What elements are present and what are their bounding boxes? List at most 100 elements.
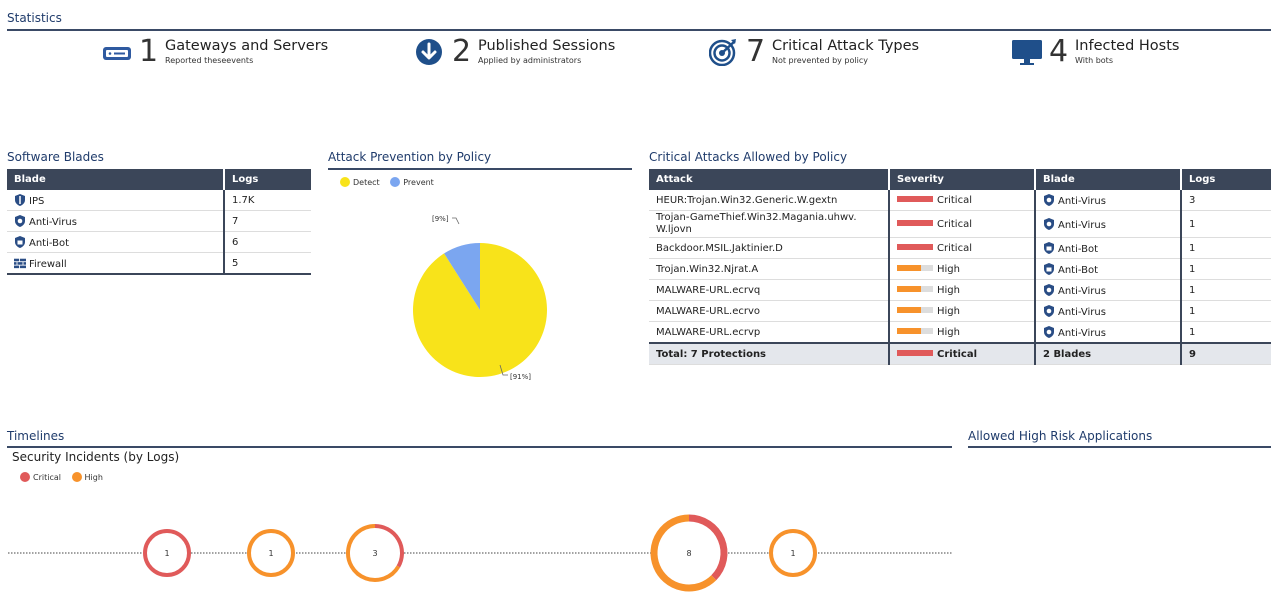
attack-name: MALWARE-URL.ecrvp — [656, 326, 761, 338]
attack-prevention-pie-chart: [9%] [91%] — [413, 215, 547, 381]
table-row[interactable]: Firewall 5 — [7, 252, 311, 275]
ips-shield-icon — [15, 193, 25, 206]
blade-name: Firewall — [29, 258, 67, 270]
timeline-bubble[interactable]: 1 — [247, 529, 295, 577]
severity-bar — [897, 243, 933, 250]
pie-slice-prevent[interactable] — [444, 243, 480, 310]
table-row[interactable]: MALWARE-URL.ecrvo High Anti-Virus 1 — [649, 300, 1271, 322]
severity-label: High — [937, 263, 960, 275]
attack-logs: 1 — [1181, 237, 1271, 259]
table-total-row: Total: 7 Protections Critical 2 Blades 9 — [649, 342, 1271, 365]
bubble-count: 3 — [372, 549, 377, 558]
timeline-bubble[interactable]: 1 — [769, 529, 817, 577]
antivirus-shield-icon — [15, 214, 25, 227]
monitor-icon — [1012, 40, 1042, 65]
attack-logs: 1 — [1181, 210, 1271, 238]
table-row[interactable]: Backdoor.MSIL.Jaktinier.D Critical Anti-Bo… — [649, 237, 1271, 259]
bubble-background — [348, 526, 402, 580]
bubble-background — [771, 531, 815, 575]
critical-attacks-table: Attack Severity Blade Logs HEUR:Trojan.W… — [649, 169, 1271, 365]
firewall-icon — [14, 258, 26, 268]
pie-label-prevent: [9%] — [432, 215, 449, 223]
attack-prevention-title: Attack Prevention by Policy — [328, 150, 492, 164]
critical-attacks-title: Critical Attacks Allowed by Policy — [649, 150, 848, 164]
table-row[interactable]: Trojan.Win32.Njrat.A High Anti-Bot 1 — [649, 258, 1271, 280]
blade-name: Anti-Virus — [1058, 195, 1106, 207]
table-row[interactable]: HEUR:Trojan.Win32.Generic.W.gextn Critica… — [649, 190, 1271, 211]
blade-name: Anti-Bot — [1058, 243, 1099, 255]
column-header-blade[interactable]: Blade — [1035, 169, 1182, 190]
severity-bar — [897, 195, 933, 202]
legend-swatch — [340, 177, 350, 187]
table-row[interactable]: IPS 1.7K — [7, 190, 311, 211]
stat-number: 1 — [139, 34, 159, 69]
bubble-background — [654, 518, 724, 588]
bubble-ring-high — [247, 529, 295, 577]
severity-bar — [897, 349, 933, 356]
antivirus-shield-icon — [1044, 217, 1054, 230]
blade-name: Anti-Virus — [1058, 285, 1106, 297]
column-header-severity[interactable]: Severity — [889, 169, 1036, 190]
blade-name: IPS — [29, 195, 45, 207]
attack-name: MALWARE-URL.ecrvq — [656, 284, 761, 296]
column-header-logs[interactable]: Logs — [1181, 169, 1271, 190]
severity-label: High — [937, 326, 960, 338]
severity-bar — [897, 219, 933, 226]
attack-name: Backdoor.MSIL.Jaktinier.D — [656, 242, 783, 254]
antibot-shield-icon — [1044, 262, 1054, 275]
table-row[interactable]: MALWARE-URL.ecrvp High Anti-Virus 1 — [649, 321, 1271, 344]
allowed-apps-divider — [968, 446, 1271, 448]
legend-detect[interactable]: Detect — [340, 177, 380, 187]
stat-infected-hosts[interactable]: 4 Infected Hosts With bots — [1012, 34, 1252, 74]
antibot-shield-icon — [15, 235, 25, 248]
legend-label: Detect — [353, 178, 380, 187]
blade-name: Anti-Virus — [1058, 306, 1106, 318]
severity-bar — [897, 306, 933, 313]
attack-name: HEUR:Trojan.Win32.Generic.W.gextn — [656, 194, 838, 206]
stat-sub: Reported theseevents — [165, 56, 254, 65]
table-row[interactable]: Trojan-GameThief.Win32.Magania.uhwv.W.lj… — [649, 210, 1271, 238]
legend-prevent[interactable]: Prevent — [390, 177, 434, 187]
bubble-ring-high — [346, 524, 401, 582]
column-header-blade[interactable]: Blade — [7, 169, 225, 190]
stat-number: 7 — [746, 34, 766, 69]
column-header-attack[interactable]: Attack — [649, 169, 890, 190]
antibot-shield-icon — [1044, 241, 1054, 254]
blade-logs: 7 — [224, 210, 311, 232]
timeline-bubble[interactable]: 1 — [143, 529, 191, 577]
blade-name: Anti-Virus — [29, 216, 77, 228]
severity-label: High — [937, 284, 960, 296]
attack-logs: 1 — [1181, 300, 1271, 322]
severity-bar — [897, 285, 933, 292]
table-row[interactable]: Anti-Bot 6 — [7, 231, 311, 253]
stat-gateways[interactable]: 1 Gateways and Servers Reported theseeve… — [102, 34, 342, 74]
stat-sub: With bots — [1075, 56, 1113, 65]
timeline-bubble[interactable]: 8 — [650, 514, 728, 592]
column-header-logs[interactable]: Logs — [224, 169, 311, 190]
allowed-apps-title: Allowed High Risk Applications — [968, 429, 1153, 443]
blade-name: Anti-Bot — [1058, 264, 1099, 276]
table-row[interactable]: MALWARE-URL.ecrvq High Anti-Virus 1 — [649, 279, 1271, 301]
attack-logs: 1 — [1181, 258, 1271, 280]
bubble-count: 1 — [790, 549, 795, 558]
total-logs: 9 — [1181, 342, 1271, 365]
timeline-bubble[interactable]: 3 — [346, 524, 404, 582]
antivirus-shield-icon — [1044, 193, 1054, 206]
stat-attack-types[interactable]: 7 Critical Attack Types Not prevented by… — [709, 34, 949, 74]
table-row[interactable]: Anti-Virus 7 — [7, 210, 311, 232]
blade-logs: 6 — [224, 231, 311, 253]
legend-high[interactable]: High — [71, 472, 103, 482]
pie-legend: Detect Prevent — [340, 177, 434, 187]
timeline-legend: Critical High — [20, 472, 103, 482]
stat-label: Gateways and Servers — [165, 38, 329, 54]
stat-sessions[interactable]: 2 Published Sessions Applied by administ… — [415, 34, 655, 74]
attack-logs: 1 — [1181, 321, 1271, 344]
blade-name: Anti-Bot — [29, 237, 70, 249]
antivirus-shield-icon — [1044, 283, 1054, 296]
bubble-background — [249, 531, 293, 575]
statistics-title: Statistics — [7, 11, 62, 25]
severity-bar — [897, 264, 933, 271]
attack-logs: 3 — [1181, 190, 1271, 211]
severity-label: Critical — [937, 242, 972, 254]
legend-critical[interactable]: Critical — [20, 472, 61, 482]
